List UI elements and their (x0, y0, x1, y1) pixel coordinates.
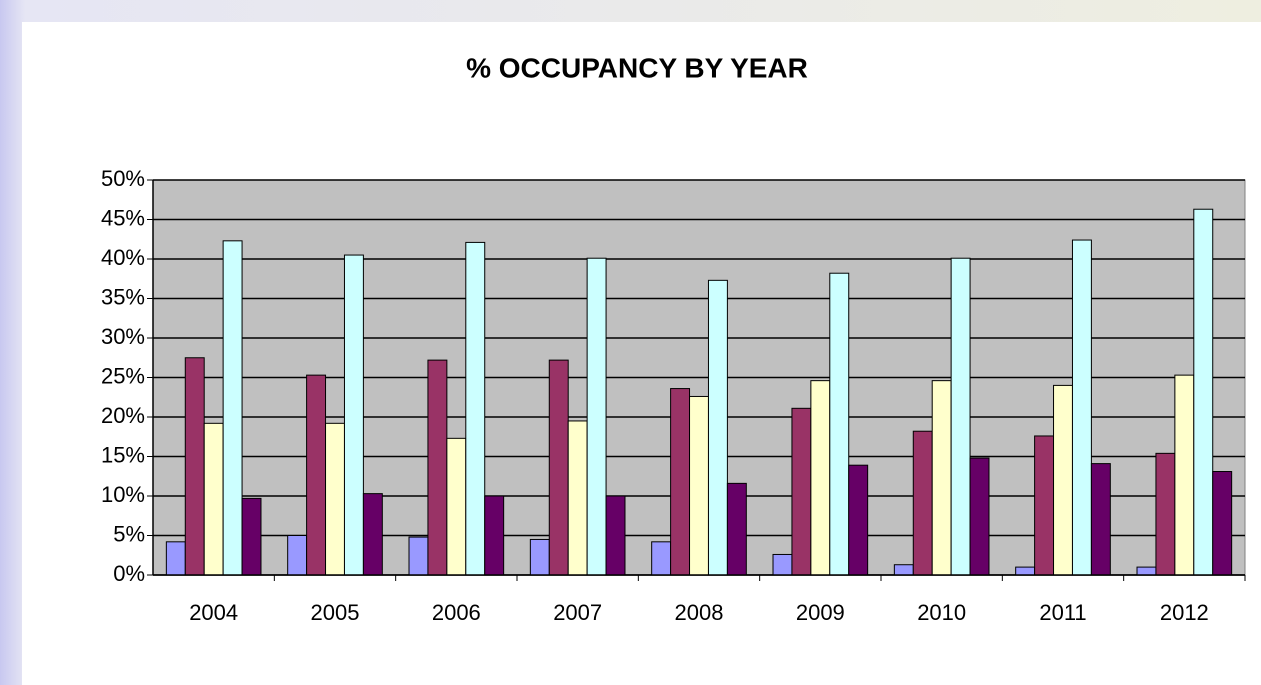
bar (893, 564, 914, 576)
y-tick-label: 25% (101, 363, 145, 388)
chart-title: % OCCUPANCY BY YEAR (466, 52, 808, 83)
x-tick-label: 2006 (432, 600, 481, 625)
bar (950, 257, 971, 576)
bar (791, 407, 812, 576)
bar (1034, 435, 1055, 576)
bar (670, 388, 691, 576)
bar (969, 457, 990, 576)
bar (446, 437, 467, 576)
bar (829, 272, 850, 576)
y-tick-label: 5% (113, 521, 145, 546)
bar (1015, 566, 1036, 576)
y-tick-label: 35% (101, 284, 145, 309)
y-tick-label: 0% (113, 561, 145, 586)
bar (651, 541, 672, 576)
bar (810, 380, 831, 576)
x-tick-label: 2005 (311, 600, 360, 625)
bar (343, 254, 364, 576)
y-tick-label: 50% (101, 166, 145, 191)
bar (772, 553, 793, 576)
x-tick-label: 2012 (1160, 600, 1209, 625)
bar (548, 359, 569, 576)
y-tick-label: 30% (101, 324, 145, 349)
bar (1090, 463, 1111, 576)
bar (689, 395, 709, 576)
bar (408, 536, 429, 576)
bar (241, 497, 262, 576)
bar (1155, 452, 1176, 576)
y-tick-label: 40% (101, 245, 145, 270)
bar (222, 240, 243, 576)
y-tick-label: 15% (101, 442, 145, 467)
bar (912, 430, 933, 576)
bar (1053, 384, 1073, 576)
y-tick-label: 10% (101, 482, 145, 507)
bar (306, 374, 327, 576)
bar (1174, 374, 1195, 576)
bar (1071, 239, 1092, 576)
bar (184, 357, 205, 576)
bar (484, 495, 505, 576)
bar (1193, 208, 1214, 576)
bar (529, 538, 550, 576)
bar (165, 541, 186, 576)
bar (1136, 566, 1157, 576)
x-tick-label: 2010 (917, 600, 966, 625)
bar (203, 422, 224, 576)
bar (1212, 471, 1233, 576)
x-tick-label: 2009 (796, 600, 845, 625)
bar (567, 420, 588, 576)
bar (362, 493, 383, 576)
bar (325, 422, 345, 576)
y-tick-label: 45% (101, 205, 145, 230)
bar (848, 464, 869, 576)
bar (465, 241, 486, 576)
x-tick-label: 2008 (675, 600, 724, 625)
x-tick-label: 2004 (189, 600, 238, 625)
bar (586, 257, 607, 576)
bar (707, 279, 728, 576)
bar (427, 359, 448, 576)
x-tick-label: 2007 (553, 600, 602, 625)
bar (726, 482, 747, 576)
bar (605, 495, 626, 576)
y-tick-label: 20% (101, 403, 145, 428)
bar (287, 535, 308, 576)
bar (931, 380, 952, 576)
x-tick-label: 2011 (1039, 600, 1086, 625)
